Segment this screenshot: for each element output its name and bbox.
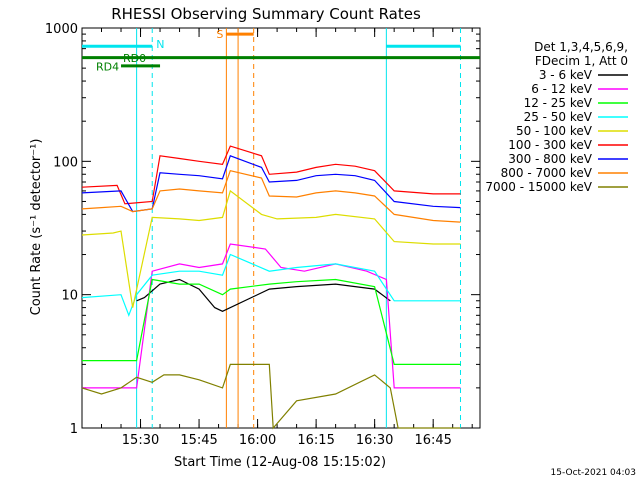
- legend-label: 7000 - 15000 keV: [485, 180, 592, 194]
- series-line-9: [81, 363, 461, 430]
- legend-title-line-2: FDecim 1, Att 0: [535, 54, 628, 68]
- legend-label: 12 - 25 keV: [524, 96, 593, 110]
- chart-title: RHESSI Observing Summary Count Rates: [111, 5, 421, 23]
- plot-frame: [81, 27, 481, 429]
- legend-title-line-1: Det 1,3,4,5,6,9,: [534, 40, 628, 54]
- legend-label: 100 - 300 keV: [508, 138, 592, 152]
- flag-label-s: S: [216, 28, 223, 41]
- y-tick-label: 100: [53, 155, 78, 170]
- series-line-1: [136, 278, 391, 312]
- legend-label: 6 - 12 keV: [531, 82, 593, 96]
- legend-label: 300 - 800 keV: [508, 152, 592, 166]
- legend-label: 50 - 100 keV: [516, 124, 593, 138]
- flag-label-rd4: RD4: [96, 61, 119, 74]
- timestamp: 15-Oct-2021 04:03: [551, 468, 636, 478]
- series-line-6: [81, 145, 461, 205]
- flag-label-n: N: [156, 38, 164, 51]
- series-line-5: [81, 189, 461, 308]
- x-tick-label: 15:45: [180, 433, 217, 448]
- x-tick-label: 15:30: [122, 433, 159, 448]
- series-line-8: [81, 169, 461, 223]
- y-axis-label: Count Rate (s⁻¹ detector⁻¹): [29, 139, 44, 316]
- x-tick-label: 16:00: [239, 433, 276, 448]
- legend-label: 800 - 7000 keV: [501, 166, 593, 180]
- series-line-2: [82, 243, 461, 389]
- y-tick-label: 1000: [45, 22, 78, 37]
- series-line-4: [81, 253, 461, 317]
- legend-label: 3 - 6 keV: [539, 68, 593, 82]
- x-tick-label: 16:45: [414, 433, 451, 448]
- series-line-3: [82, 278, 461, 365]
- x-tick-label: 16:15: [297, 433, 334, 448]
- y-tick-label: 10: [61, 289, 78, 304]
- y-tick-label: 1: [70, 422, 78, 437]
- x-tick-label: 16:30: [356, 433, 393, 448]
- legend-label: 25 - 50 keV: [524, 110, 593, 124]
- x-axis-label: Start Time (12-Aug-08 15:15:02): [174, 455, 386, 470]
